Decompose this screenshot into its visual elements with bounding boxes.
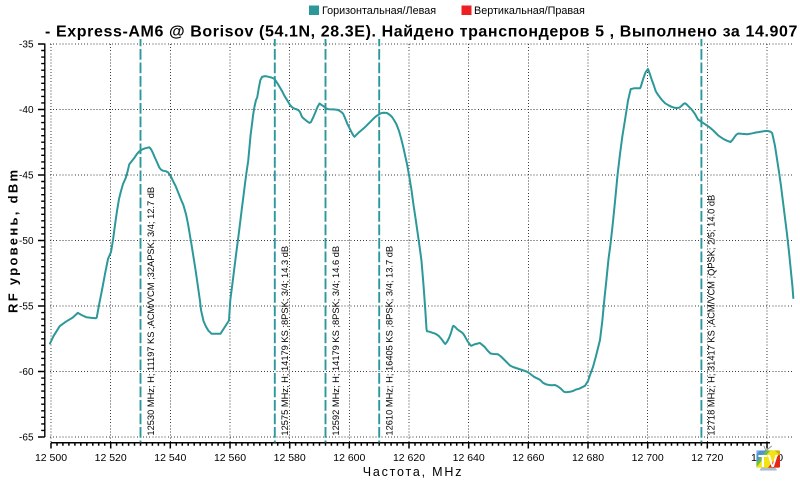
svg-text:12 720: 12 720 bbox=[691, 452, 723, 464]
svg-text:12718 MHz; H; 31417 KS ;ACM/VC: 12718 MHz; H; 31417 KS ;ACM/VCM ;QPSK; 2… bbox=[707, 195, 717, 436]
svg-text:12610 MHz; H; 16405 KS ;8PSK;: 12610 MHz; H; 16405 KS ;8PSK; 3/4; 13.7 … bbox=[385, 246, 395, 436]
svg-text:12 700: 12 700 bbox=[632, 452, 664, 464]
svg-text:-40: -40 bbox=[19, 105, 34, 116]
svg-text:TV: TV bbox=[758, 451, 778, 471]
svg-text:12 540: 12 540 bbox=[154, 452, 186, 464]
svg-text:Частота, MHz: Частота, MHz bbox=[363, 465, 464, 479]
svg-text:12 640: 12 640 bbox=[453, 452, 485, 464]
svg-text:Вертикальная/Правая: Вертикальная/Правая bbox=[474, 5, 585, 17]
svg-text:-60: -60 bbox=[19, 367, 34, 378]
svg-text:-45: -45 bbox=[19, 171, 34, 182]
svg-text:12575 MHz; H; 14179 KS ;8PSK;: 12575 MHz; H; 14179 KS ;8PSK; 3/4; 14.3 … bbox=[280, 246, 290, 436]
svg-text:12 560: 12 560 bbox=[214, 452, 246, 464]
svg-text:12592 MHz; H; 14179 KS ;8PSK;: 12592 MHz; H; 14179 KS ;8PSK; 3/4; 14.6 … bbox=[331, 246, 341, 436]
svg-text:12530 MHz; H; 11197 KS ;ACM/VC: 12530 MHz; H; 11197 KS ;ACM/VCM ;32APSK;… bbox=[146, 187, 156, 436]
svg-text:-50: -50 bbox=[19, 236, 34, 247]
svg-text:RF уровень, dBm: RF уровень, dBm bbox=[6, 168, 21, 313]
svg-text:12 580: 12 580 bbox=[274, 452, 306, 464]
svg-text:12 620: 12 620 bbox=[393, 452, 425, 464]
svg-text:12 660: 12 660 bbox=[512, 452, 544, 464]
svg-text:12 520: 12 520 bbox=[95, 452, 127, 464]
svg-text:-35: -35 bbox=[19, 40, 34, 51]
svg-text:Горизонтальная/Левая: Горизонтальная/Левая bbox=[322, 5, 436, 17]
svg-text:12 680: 12 680 bbox=[572, 452, 604, 464]
svg-text:12 500: 12 500 bbox=[35, 452, 67, 464]
svg-text:-65: -65 bbox=[19, 433, 34, 444]
svg-text:-55: -55 bbox=[19, 302, 34, 313]
svg-text:12 600: 12 600 bbox=[333, 452, 365, 464]
svg-text:- Express-AM6 @ Borisov (54.1N: - Express-AM6 @ Borisov (54.1N, 28.3E). … bbox=[45, 24, 798, 41]
